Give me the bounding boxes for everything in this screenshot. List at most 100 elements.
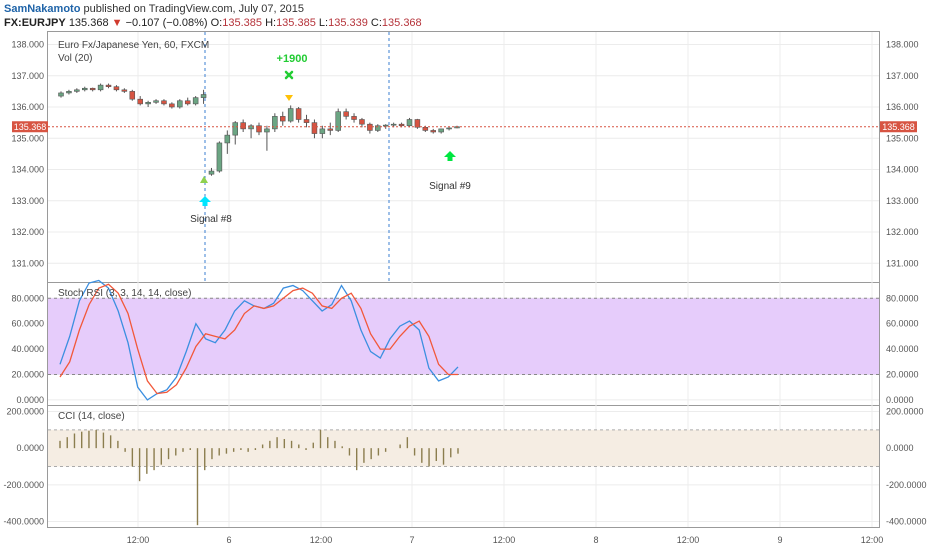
y-axis-labels: 138.000 138.000 137.000 137.000 136.000 136.0… bbox=[3, 40, 926, 527]
candle-body bbox=[105, 84, 112, 87]
y-tick-label-right: 20.0000 bbox=[886, 370, 919, 380]
cci-series bbox=[59, 429, 459, 526]
y-tick-label-right: 0.0000 bbox=[886, 395, 914, 405]
signal-8-label: Signal #8 bbox=[190, 214, 232, 225]
candle-body bbox=[367, 123, 373, 131]
x-axis-labels: 12:00 6 12:00 7 12:00 8 12:00 9 12:00 bbox=[127, 535, 884, 545]
candle-body bbox=[184, 100, 191, 105]
y-tick-label-left: 200.0000 bbox=[6, 407, 44, 417]
candle-body bbox=[319, 128, 326, 134]
change-arrow-icon: ▼ bbox=[111, 17, 123, 29]
candle-body bbox=[153, 100, 159, 103]
pane-frames bbox=[47, 31, 880, 528]
y-tick-label-right: 0.0000 bbox=[886, 443, 914, 453]
price-tag-right: 135.368 bbox=[880, 121, 917, 133]
y-tick-label-left: 20.0000 bbox=[11, 370, 44, 380]
candle-body bbox=[327, 128, 334, 131]
y-tick-label-right: -400.0000 bbox=[886, 517, 927, 527]
published-text: published on TradingView.com, July 07, 2… bbox=[83, 3, 305, 15]
x-tick-label: 8 bbox=[593, 535, 598, 545]
profit-label: +1900 bbox=[277, 53, 308, 65]
y-tick-label-left: 60.0000 bbox=[11, 319, 44, 329]
candle-body bbox=[335, 111, 341, 131]
y-tick-label-right: 40.0000 bbox=[886, 344, 919, 354]
candle-body bbox=[240, 122, 246, 130]
candle-body bbox=[446, 127, 452, 130]
candle-body bbox=[343, 111, 349, 117]
y-tick-label-left: 135.000 bbox=[11, 133, 44, 143]
y-tick-label-left: 138.000 bbox=[11, 40, 44, 50]
candle-body bbox=[129, 91, 136, 100]
x-tick-label: 12:00 bbox=[677, 535, 700, 545]
candle-body bbox=[264, 128, 270, 133]
candle-body bbox=[280, 116, 286, 122]
signal-9-label: Signal #9 bbox=[429, 181, 471, 192]
candle-body bbox=[161, 100, 167, 105]
x-tick-label: 6 bbox=[226, 535, 231, 545]
y-tick-label-right: 136.000 bbox=[886, 102, 919, 112]
candle-body bbox=[232, 122, 238, 136]
candle-body bbox=[89, 87, 96, 91]
candle-body bbox=[272, 116, 278, 130]
candle-body bbox=[121, 89, 128, 92]
y-tick-label-right: -200.0000 bbox=[886, 480, 927, 490]
y-tick-label-right: 60.0000 bbox=[886, 319, 919, 329]
candle-body bbox=[295, 108, 302, 120]
profit-x-icon bbox=[284, 70, 294, 80]
candle-body bbox=[287, 108, 294, 122]
candle-body bbox=[359, 119, 365, 125]
low-label: L: bbox=[318, 17, 329, 29]
y-tick-label-right: 133.000 bbox=[886, 196, 919, 206]
candle-body bbox=[351, 116, 357, 120]
low-value: 135.339 bbox=[328, 17, 368, 29]
x-tick-label: 12:00 bbox=[493, 535, 516, 545]
signal-8-arrow-icon bbox=[199, 196, 211, 206]
y-tick-label-left: 80.0000 bbox=[11, 293, 44, 303]
last-price: 135.368 bbox=[68, 17, 109, 29]
y-tick-label-right: 134.000 bbox=[886, 165, 919, 175]
volume-title: Vol (20) bbox=[58, 53, 92, 64]
y-tick-label-right: 132.000 bbox=[886, 227, 919, 237]
y-tick-label-right: 137.000 bbox=[886, 71, 919, 81]
cci-band bbox=[48, 429, 879, 467]
price-pane-frame bbox=[47, 31, 880, 283]
publish-line: SamNakamoto published on TradingView.com… bbox=[4, 2, 422, 16]
candle-body bbox=[311, 122, 318, 134]
chart-header: SamNakamoto published on TradingView.com… bbox=[4, 2, 422, 30]
candle-body bbox=[422, 127, 429, 131]
candle-body bbox=[438, 128, 444, 133]
exit-down-marker-icon bbox=[285, 95, 293, 101]
stoch-d-line bbox=[59, 283, 458, 395]
candle-body bbox=[200, 94, 207, 98]
y-tick-label-left: 132.000 bbox=[11, 227, 44, 237]
candle-body bbox=[74, 89, 80, 92]
x-tick-label: 12:00 bbox=[310, 535, 333, 545]
candle-body bbox=[82, 87, 88, 91]
close-value: 135.368 bbox=[381, 17, 422, 29]
candle-body bbox=[256, 125, 262, 133]
symbol-label[interactable]: FX:EURJPY bbox=[4, 17, 66, 29]
stoch-rsi-series bbox=[59, 279, 459, 401]
candle-body bbox=[430, 130, 436, 133]
y-tick-label-left: 134.000 bbox=[11, 165, 44, 175]
price-tag-left-bg bbox=[12, 121, 48, 133]
candle-body bbox=[303, 119, 310, 123]
y-tick-label-left: -400.0000 bbox=[3, 517, 44, 527]
x-tick-label: 7 bbox=[409, 535, 414, 545]
high-value: 135.385 bbox=[276, 17, 316, 29]
author-link[interactable]: SamNakamoto bbox=[4, 3, 81, 15]
indicator-bands bbox=[48, 297, 879, 467]
y-tick-label-left: 136.000 bbox=[11, 102, 44, 112]
signal-vertical-lines bbox=[204, 32, 390, 282]
candle-body bbox=[398, 123, 405, 127]
candle-body bbox=[192, 97, 199, 105]
candle-body bbox=[208, 170, 215, 175]
cci-pane-frame bbox=[47, 405, 880, 528]
candle-body bbox=[177, 100, 183, 108]
stoch-band bbox=[48, 298, 879, 375]
y-tick-label-right: 138.000 bbox=[886, 40, 919, 50]
candle-body bbox=[97, 84, 104, 91]
candle-body bbox=[406, 119, 413, 127]
signal-9-arrow-icon bbox=[444, 151, 456, 161]
